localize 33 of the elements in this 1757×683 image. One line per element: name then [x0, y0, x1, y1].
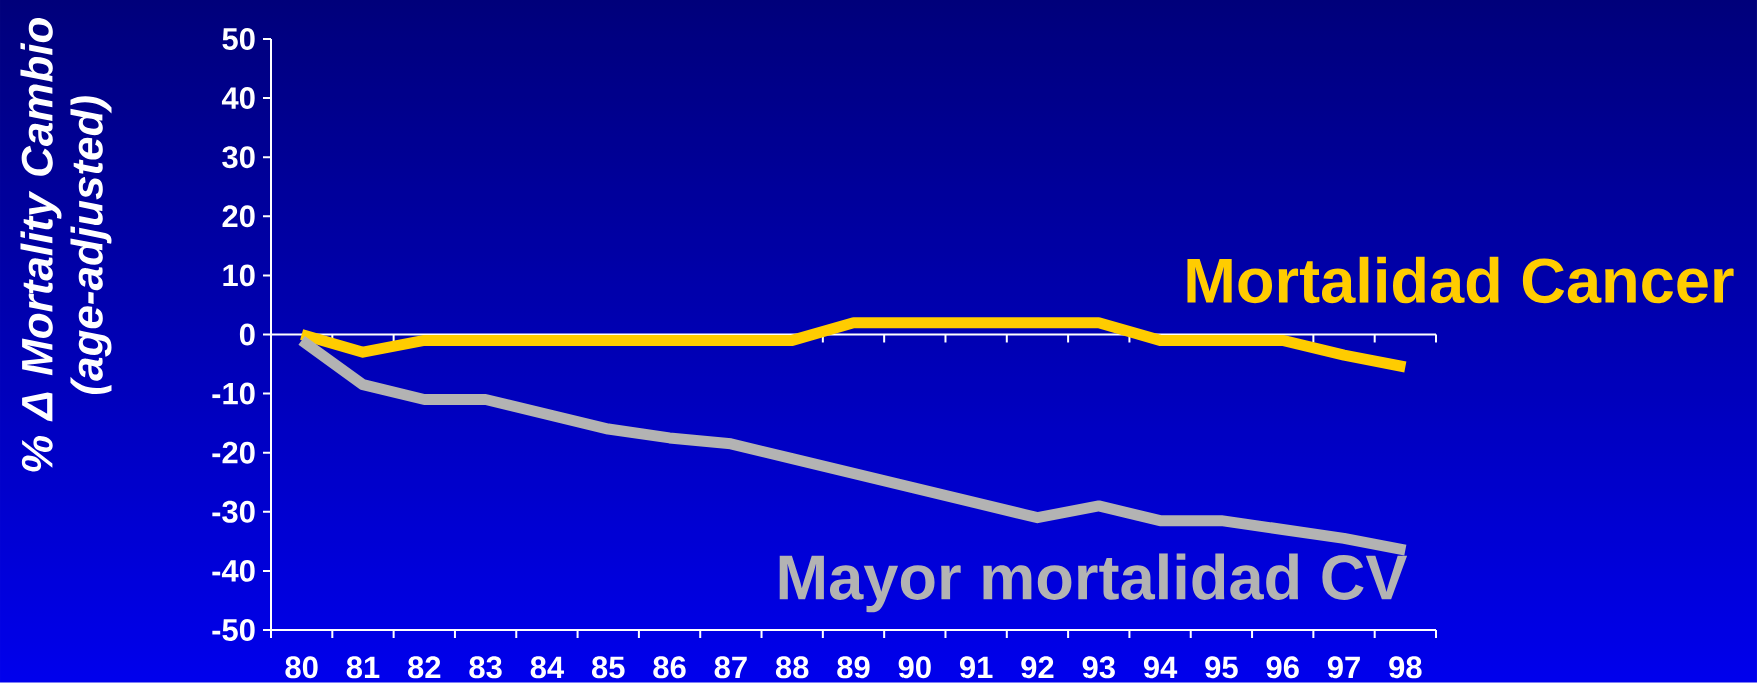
y-tick-label: -20	[212, 441, 255, 464]
x-tick-label: 81	[346, 656, 380, 679]
x-tick-label: 90	[898, 656, 931, 679]
x-tick-label: 96	[1266, 656, 1299, 679]
x-tick-label: 98	[1389, 656, 1422, 679]
y-tick-label: 30	[222, 146, 255, 169]
y-tick-label: 10	[223, 264, 255, 287]
x-tick-label: 88	[775, 656, 809, 679]
y-axis-title: % Δ Mortality Cambio (age-adjusted)	[20, 18, 112, 472]
x-tick-label: 92	[1021, 656, 1054, 679]
y-tick-label: -40	[212, 559, 255, 582]
x-tick-label: 83	[469, 656, 502, 679]
x-tick-label: 91	[959, 656, 993, 679]
x-tick-label: 94	[1143, 656, 1178, 679]
y-tick-label: 40	[221, 87, 255, 110]
y-tick-label: 20	[222, 205, 255, 228]
x-tick-label: 97	[1327, 656, 1360, 679]
x-tick-label: 89	[837, 656, 870, 679]
series-label: Mayor mortalidad CV	[779, 553, 1408, 613]
x-tick-label: 84	[530, 656, 564, 679]
x-tick-label: 85	[591, 656, 625, 679]
series-label: Mortalidad Cancer	[1187, 256, 1734, 304]
y-tick-label: 50	[222, 28, 255, 50]
x-tick-label: 86	[653, 656, 686, 679]
y-tick-label: -10	[212, 382, 255, 405]
y-tick-label: 0	[239, 323, 255, 346]
x-tick-label: 87	[714, 656, 747, 679]
x-tick-label: 95	[1205, 656, 1238, 679]
x-tick-label: 82	[408, 656, 441, 679]
y-tick-label: -30	[212, 500, 255, 523]
x-tick-label: 80	[285, 656, 318, 679]
y-tick-label: -50	[212, 619, 255, 641]
x-tick-label: 93	[1082, 656, 1115, 679]
